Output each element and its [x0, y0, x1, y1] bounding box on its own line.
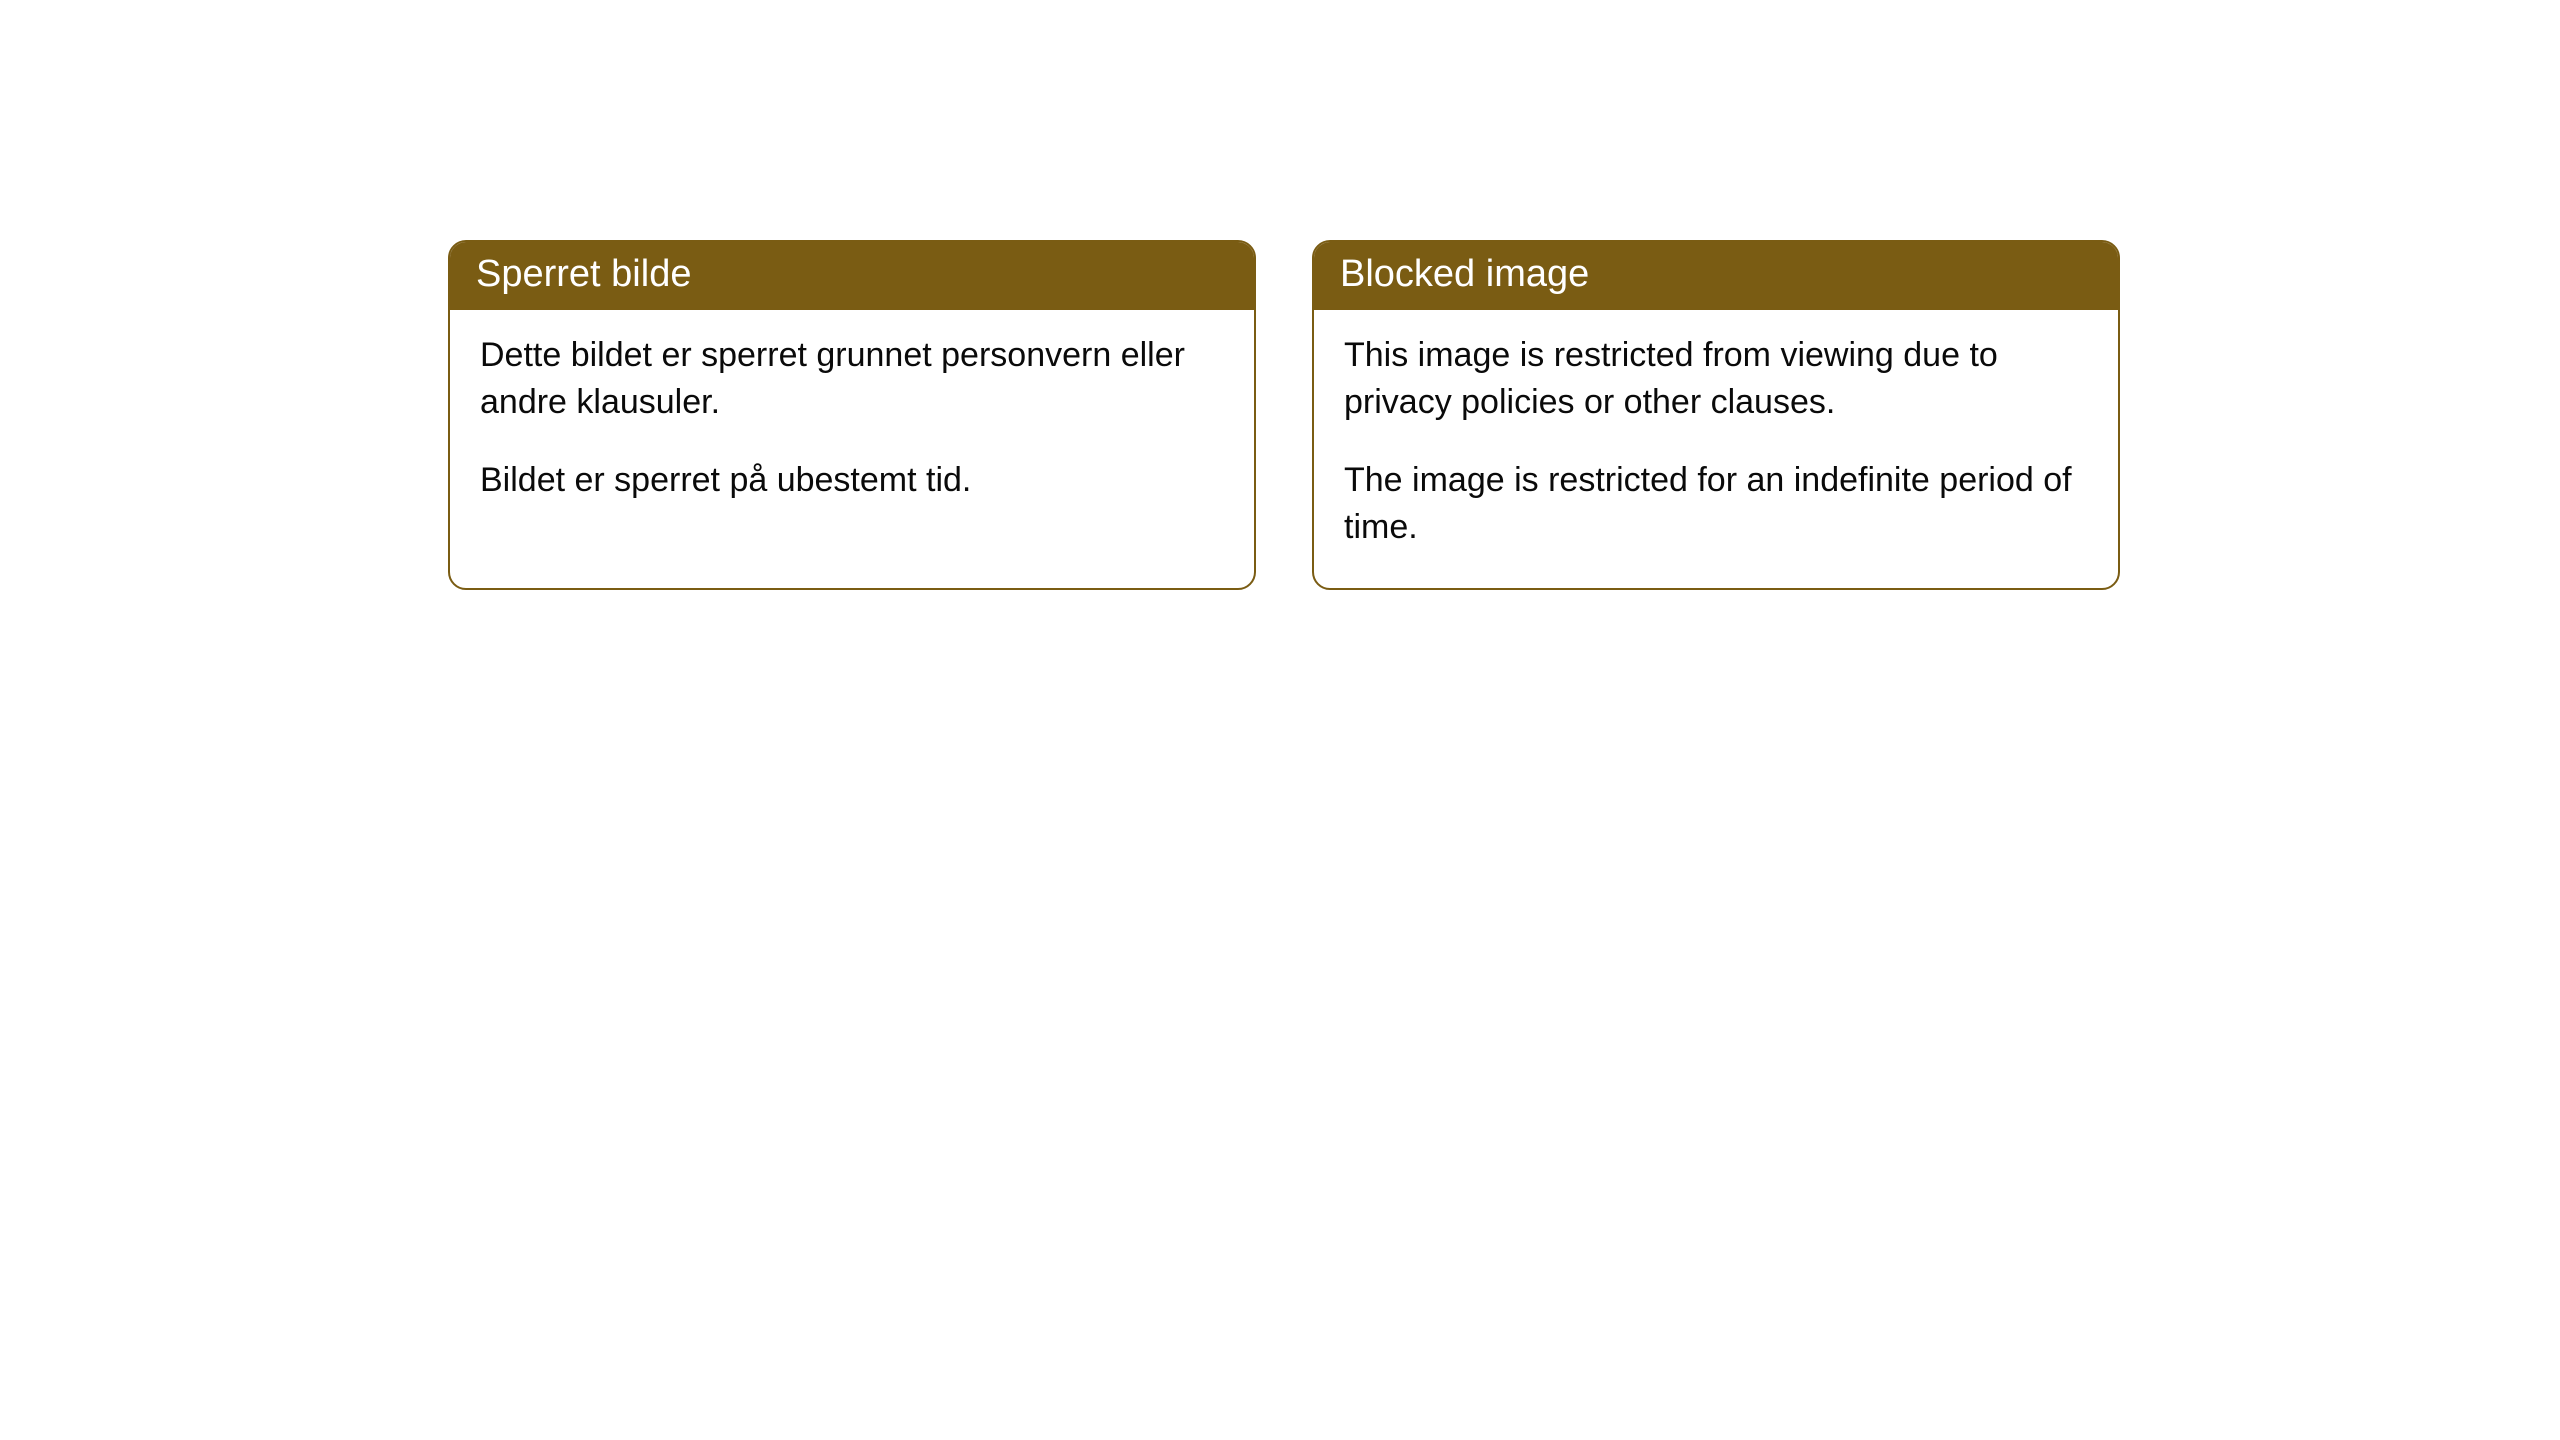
blocked-image-card-norwegian: Sperret bilde Dette bildet er sperret gr…	[448, 240, 1256, 590]
card-header: Sperret bilde	[450, 242, 1254, 310]
blocked-image-card-english: Blocked image This image is restricted f…	[1312, 240, 2120, 590]
card-body: This image is restricted from viewing du…	[1314, 310, 2118, 588]
notice-paragraph-2: The image is restricted for an indefinit…	[1344, 457, 2088, 552]
notice-paragraph-1: Dette bildet er sperret grunnet personve…	[480, 332, 1224, 427]
card-header: Blocked image	[1314, 242, 2118, 310]
card-body: Dette bildet er sperret grunnet personve…	[450, 310, 1254, 541]
notice-container: Sperret bilde Dette bildet er sperret gr…	[448, 240, 2120, 590]
notice-paragraph-2: Bildet er sperret på ubestemt tid.	[480, 457, 1224, 505]
notice-paragraph-1: This image is restricted from viewing du…	[1344, 332, 2088, 427]
